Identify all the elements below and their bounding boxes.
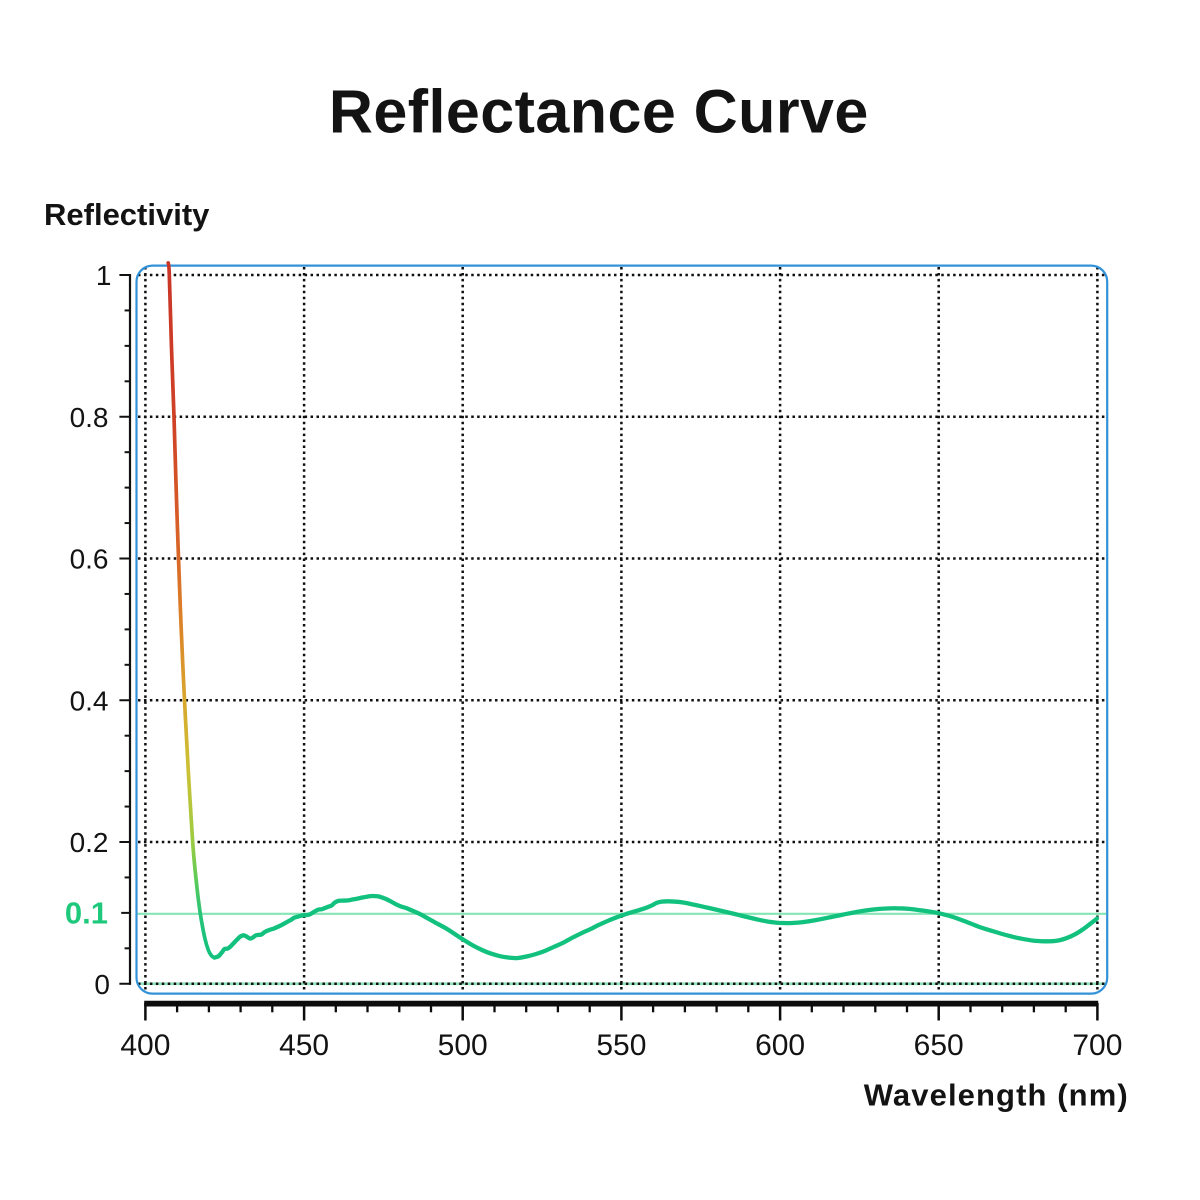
svg-text:500: 500 bbox=[438, 1029, 488, 1062]
svg-text:550: 550 bbox=[596, 1029, 646, 1062]
svg-text:0.6: 0.6 bbox=[70, 544, 109, 575]
svg-text:Reflectivity: Reflectivity bbox=[44, 197, 210, 232]
svg-text:600: 600 bbox=[755, 1029, 805, 1062]
svg-text:400: 400 bbox=[120, 1029, 170, 1062]
svg-text:650: 650 bbox=[914, 1029, 964, 1062]
svg-text:700: 700 bbox=[1072, 1029, 1122, 1062]
svg-text:Reflectance Curve: Reflectance Curve bbox=[329, 78, 869, 146]
svg-text:450: 450 bbox=[279, 1029, 329, 1062]
svg-text:0: 0 bbox=[94, 969, 110, 1000]
svg-text:0.2: 0.2 bbox=[70, 827, 109, 858]
svg-text:1: 1 bbox=[96, 260, 112, 291]
svg-text:0.1: 0.1 bbox=[65, 895, 108, 930]
svg-text:0.4: 0.4 bbox=[70, 686, 109, 717]
svg-text:Wavelength (nm): Wavelength (nm) bbox=[864, 1077, 1129, 1112]
svg-text:0.8: 0.8 bbox=[70, 402, 109, 433]
